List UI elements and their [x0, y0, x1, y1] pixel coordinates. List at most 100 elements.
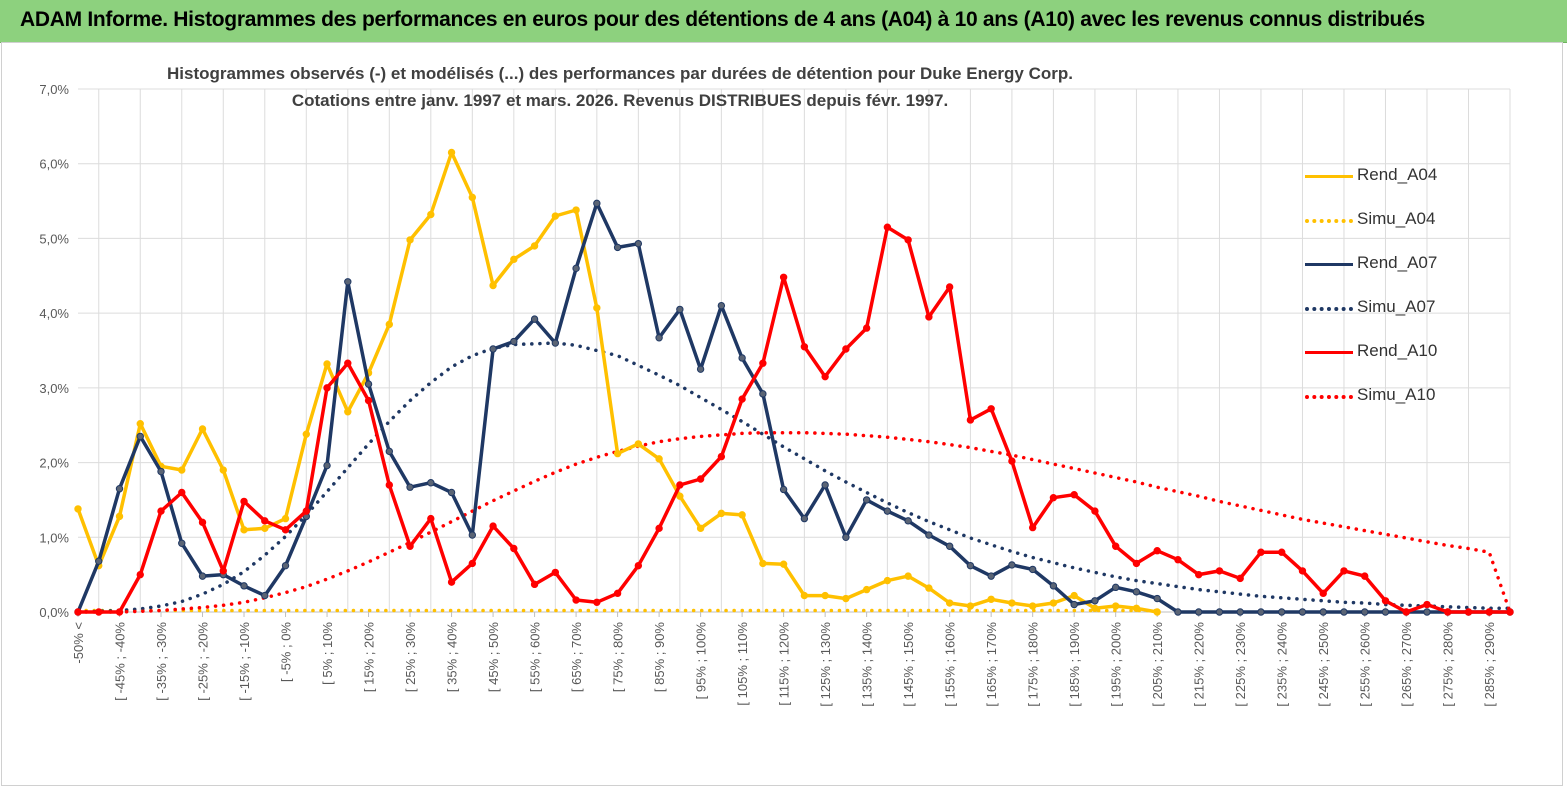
x-tick-label: [ 25% ; 30%	[403, 622, 418, 693]
series-line-simu-a10	[76, 430, 1512, 614]
data-point-rend-a10	[1298, 567, 1307, 575]
legend-label: Rend_A07	[1357, 253, 1438, 272]
data-point-rend-a10	[862, 324, 871, 332]
data-point-rend-a07	[821, 481, 829, 489]
data-point-rend-a04	[510, 255, 518, 264]
x-tick-label: [ 115% ; 120%	[777, 622, 792, 706]
data-point-rend-a04	[862, 585, 871, 594]
data-point-rend-a10	[676, 481, 684, 489]
data-point-rend-a10	[1174, 556, 1182, 564]
legend-swatch-rend-a07	[1305, 263, 1353, 266]
data-point-rend-a07	[717, 301, 726, 310]
data-point-rend-a10	[406, 542, 414, 550]
legend-item-simu-a10[interactable]: Simu_A10	[1305, 375, 1435, 419]
data-point-rend-a07	[1194, 608, 1203, 616]
data-point-rend-a10	[1257, 548, 1265, 556]
data-point-rend-a04	[676, 492, 684, 500]
data-point-rend-a07	[1008, 561, 1016, 569]
data-point-rend-a07	[1091, 597, 1099, 605]
data-point-rend-a10	[987, 405, 995, 413]
data-point-rend-a04	[717, 509, 726, 518]
data-point-rend-a07	[759, 390, 767, 398]
data-point-rend-a10	[385, 481, 394, 489]
x-tick-label: [ 15% ; 20%	[362, 622, 377, 693]
x-tick-label: [ 135% ; 140%	[860, 622, 875, 707]
data-point-rend-a07	[1049, 582, 1058, 590]
data-point-rend-a10	[281, 526, 290, 534]
data-point-rend-a07	[572, 264, 580, 273]
x-tick-label: [ 245% ; 250%	[1316, 622, 1331, 707]
x-tick-label: [ 215% ; 220%	[1192, 622, 1207, 707]
x-tick-label: [ 125% ; 130%	[818, 622, 833, 707]
data-point-rend-a07	[1319, 608, 1327, 616]
data-point-rend-a07	[1298, 608, 1307, 616]
x-tick-label: [ 55% ; 60%	[528, 622, 543, 693]
data-point-rend-a07	[1028, 565, 1037, 574]
data-point-rend-a04	[489, 281, 497, 290]
data-point-rend-a04	[572, 206, 580, 214]
data-point-rend-a07	[364, 380, 373, 388]
x-tick-label: [ 235% ; 240%	[1275, 622, 1290, 707]
data-point-rend-a10	[1361, 572, 1369, 580]
data-point-rend-a04	[261, 524, 269, 533]
data-point-rend-a10	[1008, 457, 1016, 465]
legend-item-rend-a04[interactable]: Rend_A04	[1305, 155, 1437, 199]
data-point-rend-a07	[842, 533, 850, 541]
data-point-rend-a10	[1423, 600, 1431, 609]
data-point-rend-a04	[1091, 604, 1099, 612]
x-tick-label: [ 45% ; 50%	[486, 622, 501, 693]
x-tick-label: [ 5% ; 10%	[320, 622, 335, 685]
data-point-rend-a07	[157, 467, 165, 476]
data-point-rend-a04	[74, 505, 82, 513]
data-point-rend-a10	[302, 507, 310, 515]
series-line-rend-a10	[78, 225, 1510, 614]
legend-label: Simu_A04	[1357, 209, 1436, 228]
data-point-rend-a07	[281, 561, 290, 570]
legend-item-simu-a04[interactable]: Simu_A04	[1305, 199, 1435, 243]
data-point-rend-a10	[613, 589, 622, 598]
data-point-rend-a10	[1132, 559, 1141, 568]
x-tick-label: [ 85% ; 90%	[652, 622, 667, 693]
report-banner: ADAM Informe. Histogrammes des performan…	[0, 0, 1567, 43]
data-point-rend-a10	[261, 517, 269, 525]
data-point-rend-a04	[115, 512, 124, 521]
y-tick-label: 4,0%	[39, 306, 69, 321]
legend-item-simu-a07[interactable]: Simu_A07	[1305, 287, 1435, 331]
data-point-rend-a07	[468, 531, 477, 539]
x-tick-label: [ 185% ; 190%	[1067, 622, 1082, 707]
data-point-rend-a07	[883, 507, 892, 515]
legend-swatch-rend-a04	[1305, 175, 1353, 178]
data-point-rend-a10	[1402, 608, 1410, 616]
data-point-rend-a10	[95, 608, 103, 616]
data-point-rend-a04	[406, 236, 414, 244]
data-point-rend-a07	[136, 432, 144, 441]
data-point-rend-a10	[696, 475, 705, 483]
data-point-rend-a10	[1028, 523, 1037, 532]
x-tick-label: [ 95% ; 100%	[694, 622, 709, 700]
data-point-rend-a07	[198, 572, 207, 580]
data-point-rend-a07	[510, 337, 518, 346]
data-point-rend-a04	[281, 514, 290, 523]
data-point-rend-a10	[883, 223, 892, 231]
y-tick-label: 6,0%	[39, 157, 69, 172]
chart-legend: Rend_A04 Simu_A04 Rend_A07 Simu_A07 Rend…	[1305, 155, 1437, 419]
data-point-rend-a04	[240, 526, 248, 534]
y-tick-label: 1,0%	[39, 530, 69, 545]
data-point-rend-a07	[593, 199, 601, 208]
data-point-rend-a07	[945, 542, 954, 550]
data-point-rend-a07	[1257, 608, 1265, 616]
data-point-rend-a10	[738, 395, 746, 403]
legend-item-rend-a10[interactable]: Rend_A10	[1305, 331, 1437, 375]
data-point-rend-a10	[717, 452, 726, 461]
legend-label: Simu_A10	[1357, 385, 1436, 404]
legend-item-rend-a07[interactable]: Rend_A07	[1305, 243, 1437, 287]
data-point-rend-a04	[302, 430, 310, 438]
data-point-rend-a07	[655, 334, 663, 342]
data-point-rend-a10	[1485, 608, 1493, 616]
data-point-rend-a10	[1194, 570, 1203, 579]
data-point-rend-a07	[178, 539, 186, 547]
series-line-rend-a07	[76, 201, 1510, 614]
data-point-rend-a10	[219, 567, 227, 575]
y-tick-label: 2,0%	[39, 456, 69, 471]
x-tick-label: [ 275% ; 280%	[1441, 622, 1456, 707]
